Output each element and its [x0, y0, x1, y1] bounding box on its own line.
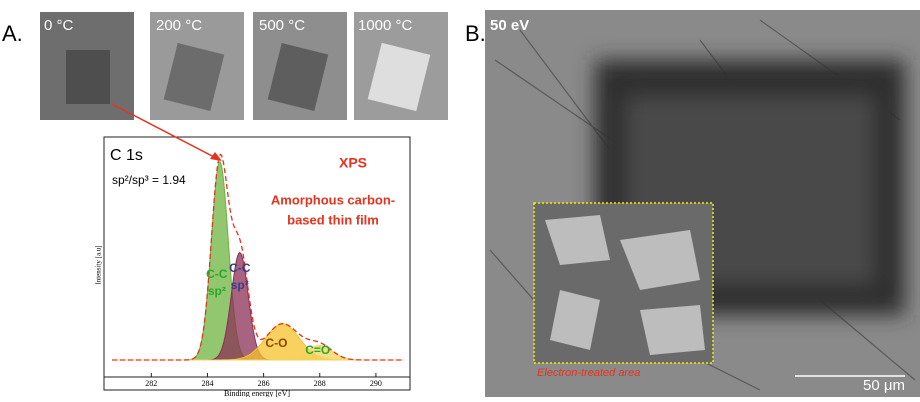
peak-label: sp³	[231, 278, 249, 292]
x-axis-title: Binding energy [eV]	[224, 389, 290, 397]
y-axis-title: Intensity [a.u]	[95, 245, 103, 284]
panel-label: B.	[465, 21, 486, 46]
ratio: sp²/sp³ = 1.94	[112, 173, 186, 187]
x-tick-label: 290	[370, 379, 382, 388]
peak-label: C-C	[229, 261, 251, 275]
sample-label: based thin film	[287, 212, 379, 227]
thumb-label: 500 °C	[259, 17, 305, 34]
sample-label: Amorphous carbon-	[271, 192, 395, 207]
area-label: Electron-treated area	[537, 367, 640, 379]
figure: A. 0 °C 200 °C 500 °C 1000 °C 282 284 286 288 2…	[0, 0, 920, 397]
x-tick-label: 284	[201, 379, 213, 388]
panel-label: A.	[2, 21, 23, 46]
peak-label: C=O	[305, 343, 330, 357]
method: XPS	[339, 155, 367, 171]
thumb-label: 200 °C	[156, 17, 202, 34]
energy-label: 50 eV	[490, 17, 529, 34]
peak-label: C-O	[265, 336, 287, 350]
x-tick-label: 288	[314, 379, 326, 388]
thumb-label: 1000 °C	[358, 17, 413, 34]
thumb-label: 0 °C	[44, 17, 74, 34]
square	[66, 50, 110, 104]
chart-title: C 1s	[110, 147, 143, 164]
x-tick-label: 286	[258, 379, 270, 388]
peak-label: sp²	[208, 284, 226, 298]
scale-label: 50 μm	[863, 377, 905, 394]
peak-label: C-C	[206, 267, 228, 281]
x-tick-label: 282	[145, 379, 157, 388]
sem-image	[485, 10, 920, 397]
